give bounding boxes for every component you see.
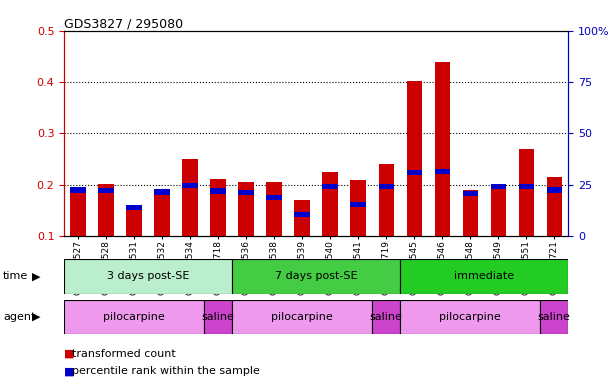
Text: immediate: immediate [454, 271, 514, 281]
Bar [434, 61, 450, 236]
Bar [98, 188, 114, 193]
Bar [546, 187, 562, 192]
Bar [400, 300, 540, 334]
Bar [266, 195, 282, 200]
Text: pilocarpine: pilocarpine [271, 312, 333, 322]
Bar [519, 184, 534, 189]
Text: GDS3827 / 295080: GDS3827 / 295080 [64, 17, 183, 30]
Bar [351, 202, 366, 207]
Text: saline: saline [370, 312, 403, 322]
Bar [378, 164, 394, 236]
Text: agent: agent [3, 312, 35, 322]
Bar [406, 170, 422, 175]
Bar [546, 177, 562, 236]
Text: pilocarpine: pilocarpine [103, 312, 165, 322]
Bar [540, 300, 568, 334]
Bar [378, 184, 394, 189]
Bar [295, 200, 310, 236]
Bar [155, 192, 170, 236]
Bar [126, 209, 142, 236]
Text: saline: saline [202, 312, 235, 322]
Text: 7 days post-SE: 7 days post-SE [275, 271, 357, 281]
Text: time: time [3, 271, 28, 281]
Bar [232, 300, 372, 334]
Bar [323, 184, 338, 189]
Text: pilocarpine: pilocarpine [439, 312, 501, 322]
Bar [232, 259, 400, 294]
Text: ▶: ▶ [32, 271, 40, 281]
Bar [238, 182, 254, 236]
Bar [519, 149, 534, 236]
Bar [70, 187, 86, 192]
Bar [372, 300, 400, 334]
Bar [70, 190, 86, 236]
Bar [323, 172, 338, 236]
Bar [491, 184, 506, 189]
Bar [351, 180, 366, 236]
Bar [266, 182, 282, 236]
Bar [126, 205, 142, 210]
Text: ■: ■ [64, 349, 78, 359]
Bar [491, 185, 506, 236]
Bar [183, 159, 198, 236]
Bar [238, 190, 254, 195]
Text: percentile rank within the sample: percentile rank within the sample [72, 366, 260, 376]
Bar [183, 183, 198, 189]
Bar [406, 81, 422, 236]
Bar [463, 191, 478, 196]
Bar [155, 189, 170, 195]
Bar [463, 190, 478, 236]
Text: ■: ■ [64, 366, 78, 376]
Bar [98, 184, 114, 236]
Bar [210, 179, 226, 236]
Bar [64, 259, 232, 294]
Text: transformed count: transformed count [72, 349, 176, 359]
Bar [400, 259, 568, 294]
Text: 3 days post-SE: 3 days post-SE [107, 271, 189, 281]
Bar [64, 300, 204, 334]
Bar [434, 169, 450, 174]
Bar [295, 212, 310, 217]
Bar [210, 189, 226, 194]
Text: ▶: ▶ [32, 312, 40, 322]
Text: saline: saline [538, 312, 571, 322]
Bar [204, 300, 232, 334]
